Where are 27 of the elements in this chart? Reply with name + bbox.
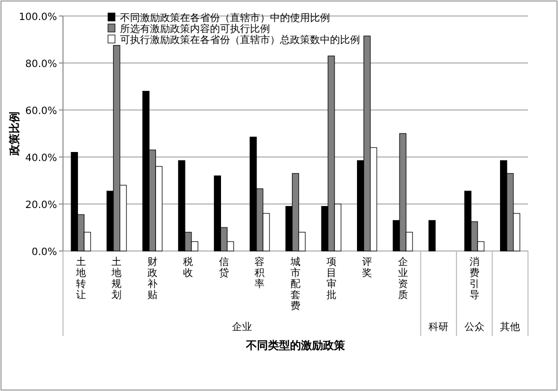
y-tick-label: 40.0% [25,153,57,164]
x-tick-label: 评奖 [362,256,372,279]
legend-label: 可执行激励政策在各省份（直辖市）总政策数中的比例 [120,34,360,46]
bar [428,220,436,252]
text: 科研 [428,321,449,333]
y-tick-label: 60.0% [25,106,57,117]
text: 企业 [232,321,252,333]
y-tick-label: 100.0% [18,12,57,23]
text: 其他 [500,321,520,333]
x-tick-label: 土地转让 [74,256,86,301]
legend-label: 所选有激励政策内容的可执行比例 [120,23,270,35]
x-tick-label: 城市配套费 [290,256,300,312]
y-tick-label: 0.0% [32,247,57,258]
x-tick-label: 税收 [183,256,194,279]
x-tick-label: 容积率 [254,256,265,290]
x-tick-label: 土地规划 [110,256,122,301]
x-tick-label: 消费引导 [469,256,480,301]
x-tick-label: 项目审批 [326,257,336,301]
text: 公众 [464,321,484,333]
x-tick-label: 财政补贴 [147,256,158,301]
x-axis-title: 不同类型的激励政策 [245,339,346,352]
legend-label: 不同激励政策在各省份（直辖市）中的使用比例 [120,12,330,24]
x-tick-label: 企业资质 [398,256,408,301]
y-tick-label: 80.0% [25,59,57,70]
x-tick-label: 信贷 [218,256,229,279]
y-axis-title: 政策比例 [8,112,21,156]
y-tick-label: 20.0% [25,200,57,211]
